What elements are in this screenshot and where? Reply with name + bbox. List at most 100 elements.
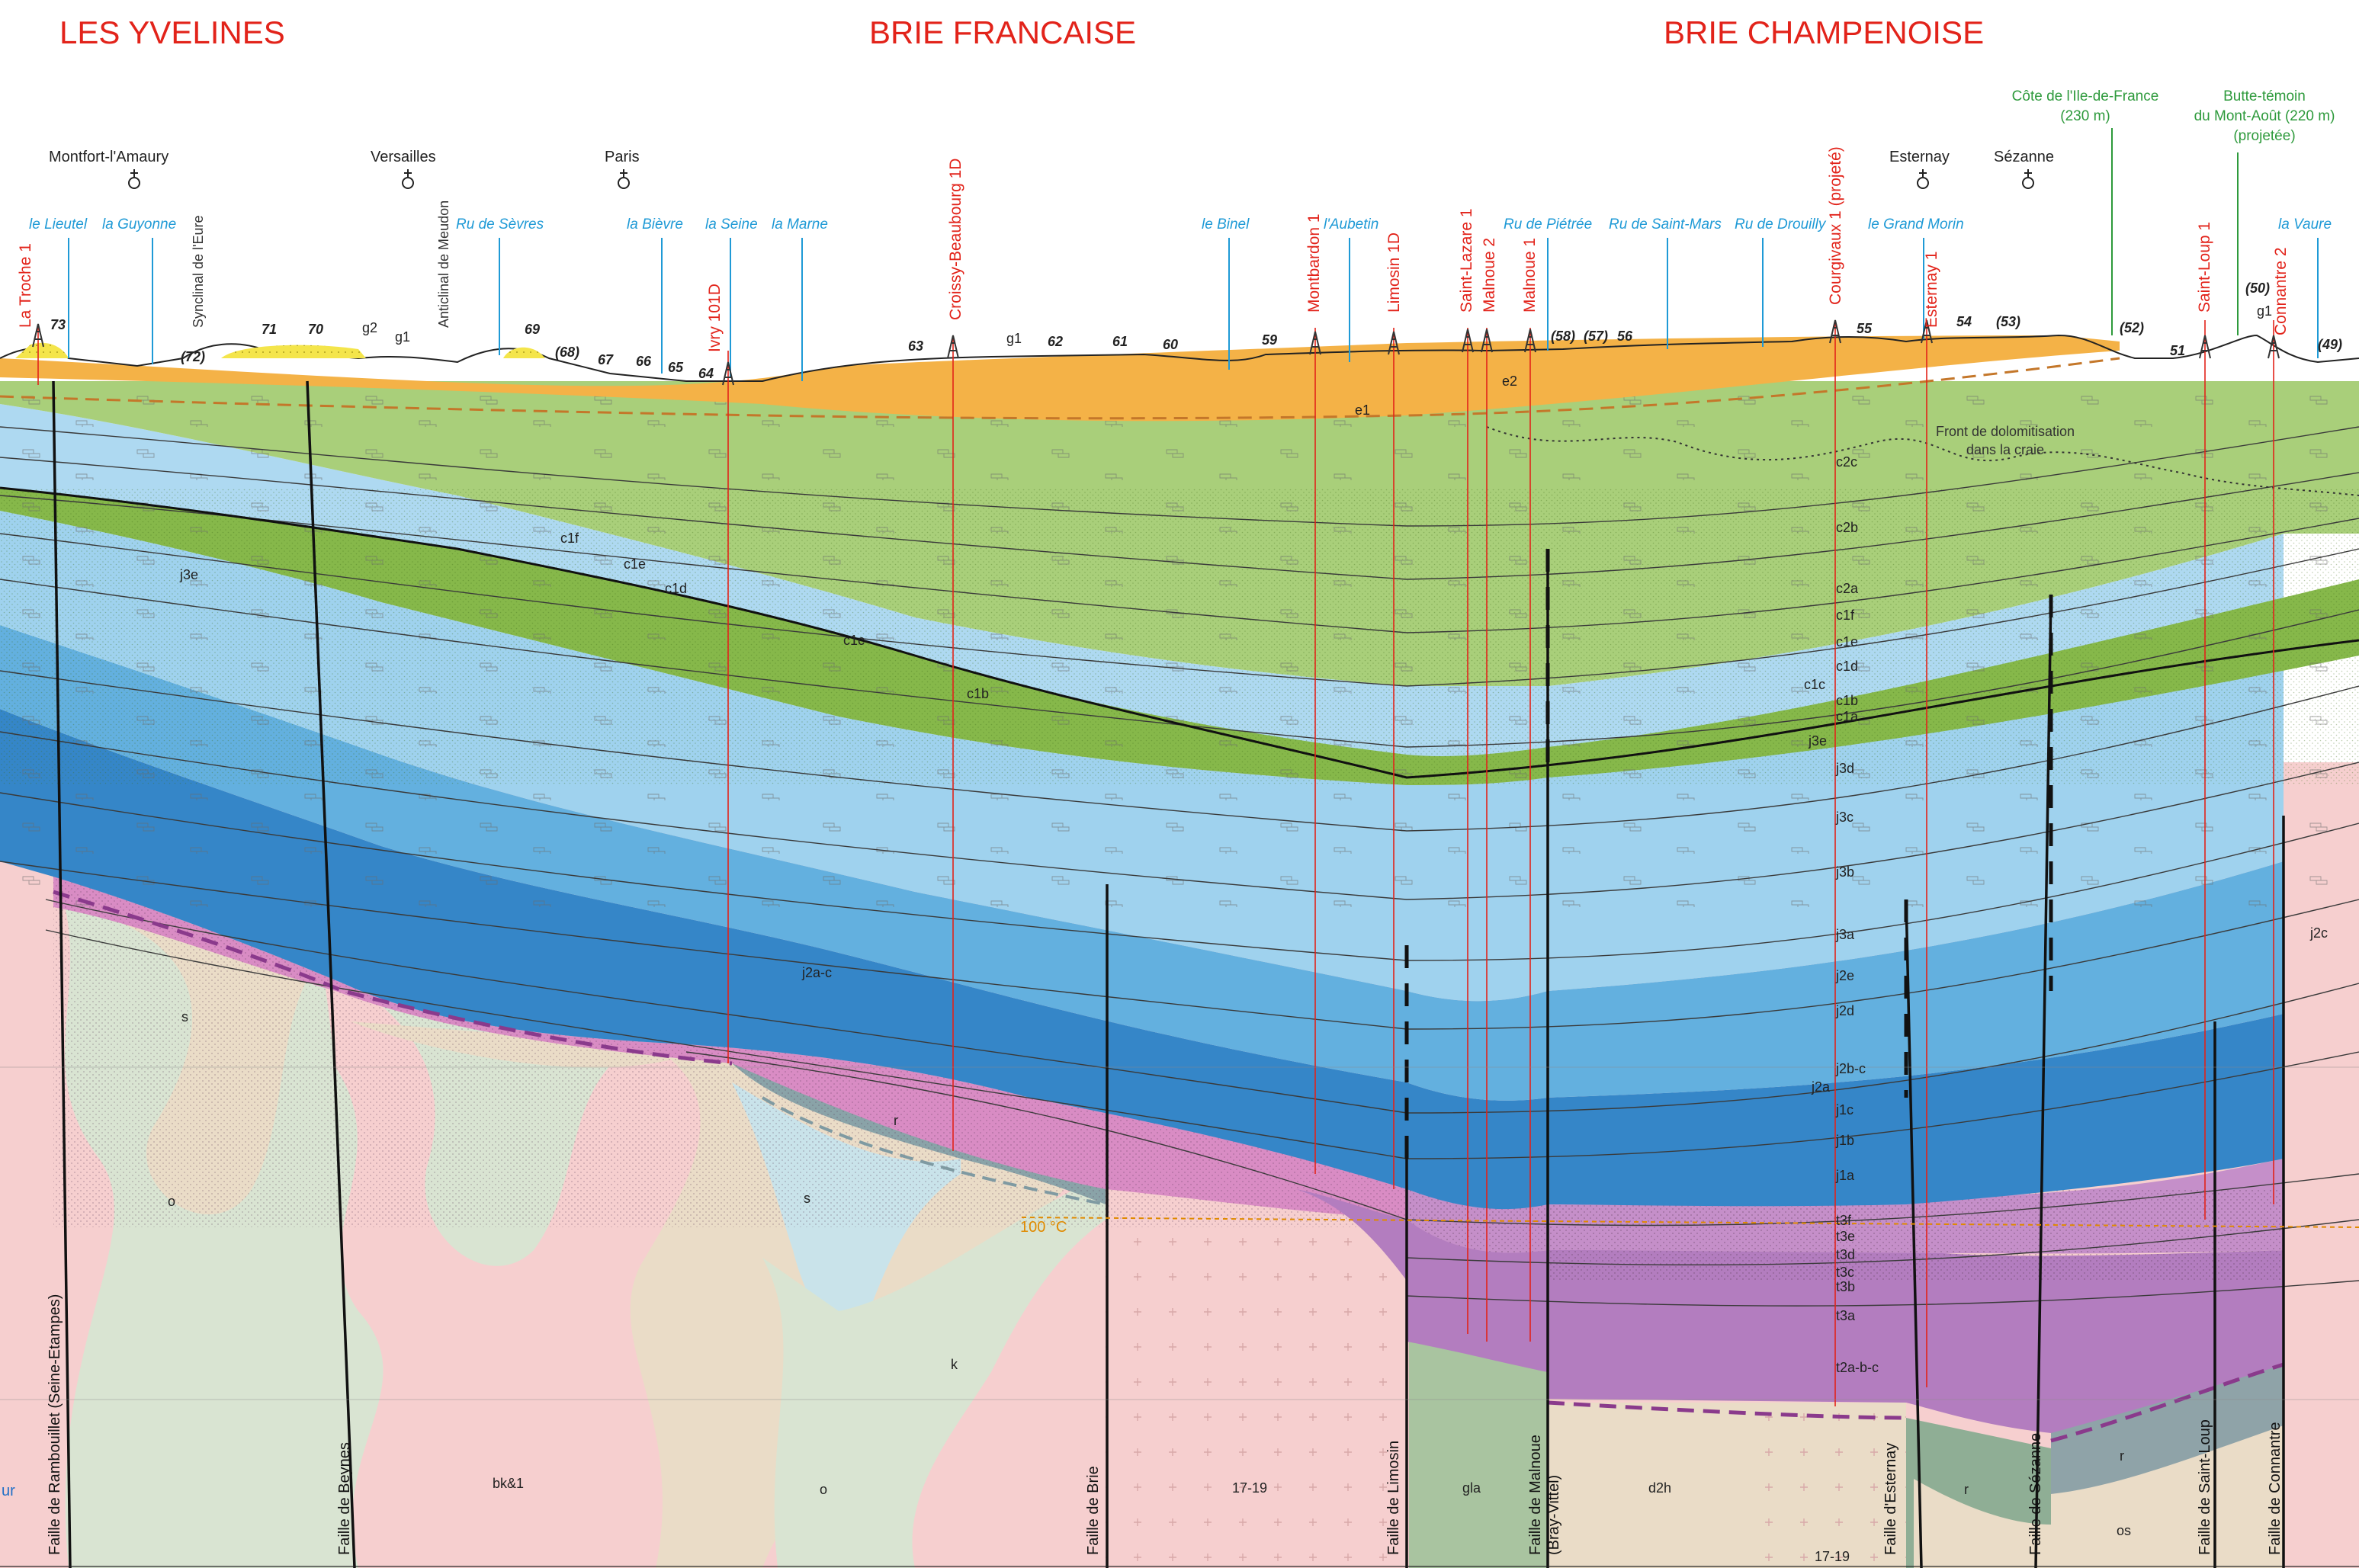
column-label: c1f	[1836, 608, 1855, 623]
fault-names: Faille de Rambouillet (Seine-Etampes) Fa…	[47, 1294, 2284, 1555]
dolomitisation-line1: Front de dolomitisation	[1936, 424, 2075, 439]
altitude-label: 70	[308, 322, 323, 337]
basement-label: r	[1964, 1482, 1969, 1497]
river-ru-de-pietree: Ru de Piétrée	[1504, 216, 1592, 232]
tertiary	[0, 334, 2359, 422]
derrick-icon	[1309, 331, 1321, 355]
town-montfort: Montfort-l'Amaury	[49, 149, 168, 165]
altitude-label: 51	[2170, 343, 2185, 358]
cretaceous	[0, 381, 2359, 915]
well-ivry: Ivry 101D	[706, 284, 724, 352]
column-label: c1e	[1836, 634, 1858, 649]
altitude-label: 66	[636, 354, 652, 369]
well-malnoue-2: Malnoue 2	[1481, 238, 1498, 313]
river-ru-de-sevres: Ru de Sèvres	[456, 216, 544, 232]
column-label: c1d	[1836, 659, 1858, 674]
fault-label-esternay: Faille d'Esternay	[1882, 1443, 1899, 1555]
well-saint-lazare: Saint-Lazare 1	[1458, 208, 1475, 313]
derrick-icon	[1921, 319, 1933, 344]
altitude-label: 63	[908, 338, 923, 354]
region-title-brie-champenoise: BRIE CHAMPENOISE	[1664, 14, 1984, 50]
fault-label-sezanne: Faille de Sézanne	[2027, 1433, 2044, 1555]
altitude-label: 64	[698, 366, 714, 381]
river-binel: le Binel	[1202, 216, 1250, 232]
derrick-icon	[1829, 319, 1841, 344]
structure-anticlinal-meudon: Anticlinal de Meudon	[436, 200, 451, 328]
column-label: c1c	[1804, 677, 1825, 692]
town-sezanne: Sézanne	[1994, 149, 2054, 165]
fault-label-malnoue: Faille de Malnoue	[1527, 1435, 1544, 1555]
well-esternay: Esternay 1	[1923, 252, 1940, 328]
river-marne: la Marne	[772, 216, 828, 232]
paleogene-yellow-g2	[221, 345, 366, 358]
layer-label: c1e	[624, 556, 646, 572]
highpoint-labels: Côte de l'Ile-de-France (230 m) Butte-té…	[2012, 88, 2335, 144]
dolomitisation-line2: dans la craie	[1966, 442, 2044, 457]
river-names: le Lieutel la Guyonne Ru de Sèvres la Bi…	[29, 216, 2332, 232]
cote-label-line1: Côte de l'Ile-de-France	[2012, 88, 2159, 104]
column-label: j2a	[1811, 1079, 1831, 1095]
derrick-icon	[722, 361, 734, 386]
derrick-icon	[2199, 335, 2211, 359]
column-label: t3e	[1836, 1229, 1855, 1244]
altitude-label: (68)	[555, 345, 579, 360]
altitude-label: (57)	[1584, 329, 1608, 344]
region-titles: LES YVELINES BRIE FRANCAISE BRIE CHAMPEN…	[59, 14, 1984, 50]
well-croissy: Croissy-Beaubourg 1D	[947, 159, 964, 320]
altitude-label: 61	[1112, 334, 1128, 349]
fault-label-brie: Faille de Brie	[1085, 1466, 1102, 1555]
altitude-label: 62	[1048, 334, 1063, 349]
column-label: j1b	[1835, 1133, 1854, 1148]
column-label: j3a	[1835, 927, 1855, 942]
chalk-base-line	[0, 486, 2359, 779]
strata-lines	[0, 426, 2359, 1307]
fault-line-beynes	[306, 380, 356, 1568]
altitude-label: 55	[1857, 321, 1873, 336]
formation-label: g1	[2257, 303, 2272, 319]
fault-label-saint-loup: Faille de Saint-Loup	[2197, 1419, 2213, 1555]
layer-label: e2	[1502, 374, 1517, 389]
chalk-brick-texture	[0, 381, 2359, 915]
layer-label: j2c	[2309, 925, 2328, 941]
town-marker-icon	[402, 169, 414, 189]
layer-label: j3e	[179, 567, 198, 582]
edge-label: ur	[2, 1483, 15, 1499]
paleogene-yellow-west	[15, 342, 69, 358]
basement-labels: s o r s k o bk&1 17-19 gla d2h 17-19 r r…	[168, 1009, 2131, 1564]
derrick-icon	[1481, 329, 1493, 353]
column-label: t2a-b-c	[1836, 1360, 1879, 1375]
column-label: t3c	[1836, 1265, 1854, 1280]
column-label: t3f	[1836, 1213, 1852, 1228]
column-label: j1a	[1835, 1168, 1855, 1183]
basement-label: o	[820, 1482, 827, 1497]
basement-label: k	[951, 1357, 958, 1372]
altitude-label: (52)	[2120, 320, 2144, 335]
altitude-label: 59	[1262, 332, 1277, 348]
town-marker-icon	[2022, 169, 2034, 189]
triassic-limosin	[1296, 1189, 1548, 1372]
town-paris: Paris	[605, 149, 640, 165]
derrick-icon	[2268, 335, 2280, 359]
well-la-troche: La Troche 1	[17, 243, 34, 328]
formation-label: g1	[395, 329, 410, 345]
river-guyonne: la Guyonne	[102, 216, 176, 232]
altitude-label: 65	[668, 360, 684, 375]
altitude-label: 71	[262, 322, 277, 337]
butte-label-line1: Butte-témoin	[2223, 88, 2306, 104]
fault-dashes	[1404, 549, 2053, 1159]
basement-crosses-brie	[1106, 1220, 1407, 1568]
cote-label-line2: (230 m)	[2060, 108, 2110, 124]
river-ru-de-drouilly: Ru de Drouilly	[1735, 216, 1827, 232]
town-versailles: Versailles	[371, 149, 436, 165]
river-lieutel: le Lieutel	[29, 216, 88, 232]
altitude-label: 54	[1956, 314, 1972, 329]
derrick-icon	[32, 323, 44, 348]
column-label: j2e	[1835, 968, 1854, 983]
town-markers	[128, 169, 2034, 189]
well-courgivaux: Courgivaux 1 (projeté)	[1827, 146, 1844, 305]
fault-line-rambouillet	[52, 380, 72, 1568]
fault-label-beynes: Faille de Beynes	[336, 1442, 353, 1555]
basement-label: os	[2117, 1523, 2131, 1538]
layer-label: c1c	[843, 633, 865, 648]
basement-label: 17-19	[1232, 1480, 1267, 1496]
